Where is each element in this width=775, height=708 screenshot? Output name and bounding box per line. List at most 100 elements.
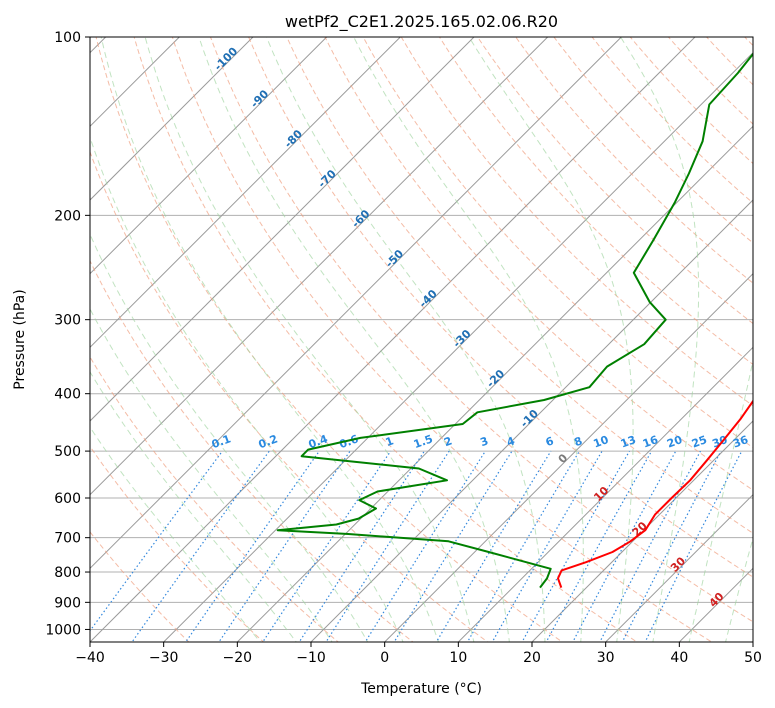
y-tick-label: 700 [54,531,81,547]
dry-adiabat [90,531,190,642]
x-tick-label: 40 [670,650,688,666]
dry-adiabat [90,356,339,642]
y-tick-label: 100 [54,30,81,46]
mixing-ratio-line [185,450,320,642]
mixing-ratio-label: 0.2 [257,432,280,451]
dry-adiabat-label: -80 [282,127,305,150]
moist-adiabat [90,308,333,642]
dry-adiabat [515,37,753,284]
moist-adiabat [90,370,297,642]
mixing-ratio-line [644,450,743,642]
isotherm-line [90,37,622,570]
mixing-ratio-label: 36 [731,433,750,451]
isotherm-line [90,37,254,201]
mixing-ratio-label: 6 [544,434,556,449]
x-tick-label: 20 [523,650,541,666]
isotherm-line [752,641,753,642]
x-tick-label: −10 [296,650,326,666]
mixing-ratio-line [466,450,580,642]
dry-adiabat [248,37,753,578]
dry-adiabat [95,37,564,642]
moist-adiabat [353,37,584,642]
y-tick-label: 600 [54,491,81,507]
mixing-ratio-line [491,450,603,642]
y-axis-label: Pressure (hPa) [12,289,28,389]
x-tick-label: 10 [449,650,467,666]
mixing-ratio-line [131,450,270,642]
moist-adiabat [100,37,440,642]
moist-adiabat [468,37,634,642]
moist-adiabat-label: 10 [591,484,611,504]
x-tick-label: 50 [744,650,762,666]
moist-adiabat [90,135,404,642]
dry-adiabat [90,445,265,642]
x-axis: −40 −30 −20 −10 0 10 20 30 40 50 [75,642,762,666]
mixing-ratio-label: 3 [478,434,490,449]
isotherm-line [236,125,753,642]
plot-content: -100-90-80-70-60-50-40-30-20-10 01020304… [90,24,775,654]
mixing-ratio-label: 25 [690,433,709,450]
temperature-profile-line [557,399,753,588]
dry-adiabat [591,37,753,204]
dry-adiabat [553,37,753,244]
isotherm-line [605,493,753,642]
dewpoint-profile-line [276,52,753,589]
x-axis-label: Temperature (°C) [360,681,482,697]
isotherm-line [90,37,549,496]
y-axis: 100 200 300 400 500 600 700 800 900 1000 [45,30,90,638]
dry-adiabat [629,37,753,165]
isotherm-line [163,51,753,642]
mixing-ratio-label: 13 [619,433,638,450]
x-tick-label: 0 [380,650,389,666]
isotherm-line [90,37,696,642]
isotherm-line [531,420,753,642]
moist-adiabat [725,536,753,642]
mixing-ratio-label: 0.1 [210,432,233,451]
x-tick-label: −30 [149,650,179,666]
plot-frame [89,36,754,643]
dry-adiabat [171,37,713,642]
x-tick-label: 30 [597,650,615,666]
mixing-ratio-label: 1.5 [412,432,435,451]
y-tick-label: 500 [54,444,81,460]
mixing-ratio-label: 4 [505,434,517,449]
dry-adiabat-label: -20 [484,367,507,390]
mixing-ratio-label: 20 [665,433,684,451]
dry-adiabat [90,259,414,642]
mixing-ratio-line [298,450,425,642]
dry-adiabat [133,37,638,642]
dry-adiabat [90,150,489,642]
dry-adiabat-label: -60 [349,207,372,230]
y-tick-label: 300 [54,313,81,329]
mixing-ratio-line [262,450,392,642]
isotherm-line [90,37,328,275]
y-tick-label: 400 [54,387,81,403]
dry-adiabat-label: -90 [248,87,271,110]
y-tick-label: 900 [54,595,81,611]
isotherm-line [384,272,753,642]
dry-adiabat-label: -30 [450,327,473,350]
mixing-ratio-line [435,450,552,642]
mixing-ratio-label: 0.6 [338,432,361,451]
dry-adiabat [476,37,753,325]
y-tick-label: 800 [54,565,81,581]
mixing-ratio-line [325,450,450,642]
mixing-ratio-label: 2 [442,434,454,449]
dry-adiabat [286,37,753,534]
mixing-ratio-label: 8 [572,434,584,449]
dry-adiabat [770,24,775,654]
mixing-ratio-label: 1 [384,434,396,449]
x-tick-label: −40 [75,650,105,666]
dry-adiabat [324,37,753,491]
moist-adiabat [144,37,475,642]
moist-adiabat [266,37,546,642]
dry-adiabat [209,37,753,623]
moist-adiabat-label: 40 [707,590,727,610]
dry-adiabat [438,37,753,366]
moist-adiabat [198,37,510,642]
dry-adiabat [362,37,753,449]
moist-adiabat [620,37,700,642]
mixing-ratio-label: 16 [641,433,660,451]
isotherm-line [678,567,753,642]
mixing-ratio-line [90,450,223,632]
